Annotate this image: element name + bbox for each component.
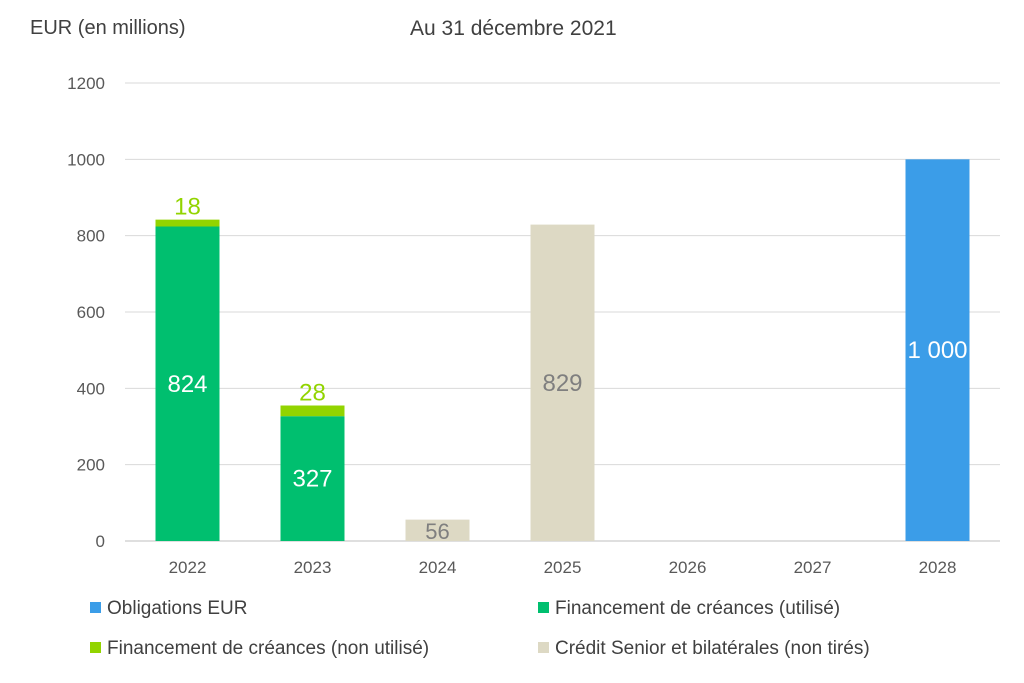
x-tick-label: 2027 xyxy=(794,558,832,577)
y-tick-label: 200 xyxy=(77,456,105,475)
y-tick-label: 0 xyxy=(96,532,105,551)
y-tick-label: 600 xyxy=(77,303,105,322)
chart-title: Au 31 décembre 2021 xyxy=(410,17,617,40)
x-tick-label: 2022 xyxy=(169,558,207,577)
data-label: 28 xyxy=(299,380,326,407)
y-tick-label: 1000 xyxy=(67,150,105,169)
x-tick-label: 2023 xyxy=(294,558,332,577)
x-tick-label: 2025 xyxy=(544,558,582,577)
x-tick-label: 2026 xyxy=(669,558,707,577)
data-label: 18 xyxy=(174,194,201,221)
x-tick-label: 2024 xyxy=(419,558,457,577)
data-label: 56 xyxy=(425,519,449,544)
bar xyxy=(280,405,345,417)
data-label: 327 xyxy=(292,466,332,493)
bar xyxy=(405,519,470,541)
y-tick-label: 400 xyxy=(77,379,105,398)
data-label: 824 xyxy=(167,371,207,398)
legend-swatch-icon xyxy=(90,602,101,613)
legend-swatch-icon xyxy=(538,642,549,653)
y-tick-label: 1200 xyxy=(67,74,105,93)
data-label: 829 xyxy=(542,370,582,397)
legend-label: Financement de créances (non utilisé) xyxy=(107,638,430,659)
y-axis-unit-label: EUR (en millions) xyxy=(30,17,186,39)
y-tick-label: 800 xyxy=(77,227,105,246)
bar xyxy=(905,159,970,542)
data-label: 1 000 xyxy=(907,337,967,364)
bar xyxy=(280,416,345,541)
legend-item-obligations: Obligations EUR xyxy=(90,598,247,620)
x-tick-label: 2028 xyxy=(919,558,957,577)
legend-swatch-icon xyxy=(90,642,101,653)
legend-label: Crédit Senior et bilatérales (non tirés) xyxy=(555,638,870,659)
legend-label: Obligations EUR xyxy=(107,598,248,619)
bar-chart: 0 200 400 600 800 1000 1200 2022 2023 2024 2025 202… xyxy=(67,74,1000,577)
legend-label: Financement de créances (utilisé) xyxy=(555,598,841,619)
legend-item-financement-utilise: Financement de créances (utilisé) xyxy=(538,598,840,620)
legend-item-financement-non-utilise: Financement de créances (non utilisé) xyxy=(90,638,429,660)
bar xyxy=(155,226,220,542)
bar xyxy=(530,224,595,541)
bar xyxy=(155,219,220,227)
legend-swatch-icon xyxy=(538,602,549,613)
legend-item-credit-senior: Crédit Senior et bilatérales (non tirés) xyxy=(538,638,870,660)
